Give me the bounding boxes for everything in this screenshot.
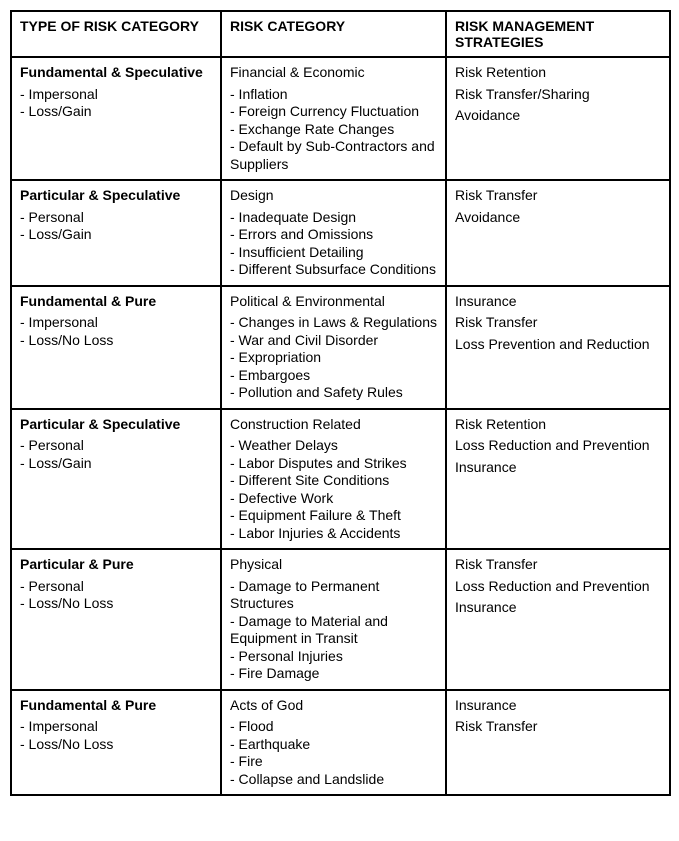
table-row: Fundamental & Speculative - Impersonal- L… xyxy=(11,57,670,180)
type-item: - Loss/No Loss xyxy=(20,736,212,754)
type-title: Fundamental & Speculative xyxy=(20,64,212,82)
category-item: - Weather Delays xyxy=(230,437,437,455)
header-category: RISK CATEGORY xyxy=(221,11,446,57)
category-item: - Labor Disputes and Strikes xyxy=(230,455,437,473)
type-title: Particular & Speculative xyxy=(20,416,212,434)
category-item: - War and Civil Disorder xyxy=(230,332,437,350)
category-title: Financial & Economic xyxy=(230,64,437,82)
strategy-item: Insurance xyxy=(455,697,661,715)
strategy-item: Insurance xyxy=(455,293,661,311)
header-strategies: RISK MANAGEMENT STRATEGIES xyxy=(446,11,670,57)
type-item: - Personal xyxy=(20,578,212,596)
category-item: - Exchange Rate Changes xyxy=(230,121,437,139)
strategy-item: Risk Transfer/Sharing xyxy=(455,86,661,104)
category-item: - Damage to Permanent Structures xyxy=(230,578,437,613)
type-item: - Impersonal xyxy=(20,314,212,332)
category-item: - Labor Injuries & Accidents xyxy=(230,525,437,543)
category-item: - Expropriation xyxy=(230,349,437,367)
category-item: - Fire Damage xyxy=(230,665,437,683)
category-item: - Defective Work xyxy=(230,490,437,508)
type-item: - Impersonal xyxy=(20,86,212,104)
table-row: Particular & Speculative - Personal- Loss… xyxy=(11,409,670,550)
category-item: - Personal Injuries xyxy=(230,648,437,666)
strategy-item: Risk Retention xyxy=(455,64,661,82)
table-body: Fundamental & Speculative- Impersonal- L… xyxy=(11,57,670,795)
table-row: Fundamental & Pure - Impersonal- Loss/No … xyxy=(11,286,670,409)
category-title: Design xyxy=(230,187,437,205)
strategy-item: Loss Reduction and Prevention xyxy=(455,578,661,596)
cell-category: Physical - Damage to Permanent Structures… xyxy=(221,549,446,690)
strategy-item: Insurance xyxy=(455,459,661,477)
category-item: - Collapse and Landslide xyxy=(230,771,437,789)
category-title: Political & Environmental xyxy=(230,293,437,311)
cell-strategies: Insurance Risk Transfer Loss Prevention an… xyxy=(446,286,670,409)
category-item: - Foreign Currency Fluctuation xyxy=(230,103,437,121)
type-item: - Impersonal xyxy=(20,718,212,736)
table-header-row: TYPE OF RISK CATEGORY RISK CATEGORY RISK… xyxy=(11,11,670,57)
category-title: Physical xyxy=(230,556,437,574)
type-title: Particular & Speculative xyxy=(20,187,212,205)
strategy-item: Avoidance xyxy=(455,209,661,227)
type-item: - Loss/No Loss xyxy=(20,595,212,613)
category-item: - Inflation xyxy=(230,86,437,104)
type-title: Particular & Pure xyxy=(20,556,212,574)
cell-strategies: Risk Retention Risk Transfer/Sharing Avoid… xyxy=(446,57,670,180)
category-item: - Pollution and Safety Rules xyxy=(230,384,437,402)
cell-category: Acts of God - Flood- Earthquake- Fire- Co… xyxy=(221,690,446,796)
type-title: Fundamental & Pure xyxy=(20,293,212,311)
strategy-item: Risk Retention xyxy=(455,416,661,434)
type-item: - Loss/Gain xyxy=(20,455,212,473)
strategy-item: Avoidance xyxy=(455,107,661,125)
cell-type: Particular & Pure - Personal- Loss/No Los… xyxy=(11,549,221,690)
cell-category: Design - Inadequate Design- Errors and Om… xyxy=(221,180,446,286)
strategy-item: Risk Transfer xyxy=(455,556,661,574)
category-item: - Insufficient Detailing xyxy=(230,244,437,262)
table-row: Particular & Pure - Personal- Loss/No Los… xyxy=(11,549,670,690)
strategy-item: Risk Transfer xyxy=(455,314,661,332)
cell-strategies: Insurance Risk Transfer xyxy=(446,690,670,796)
category-item: - Different Site Conditions xyxy=(230,472,437,490)
category-item: - Earthquake xyxy=(230,736,437,754)
strategy-item: Loss Prevention and Reduction xyxy=(455,336,661,354)
strategy-item: Insurance xyxy=(455,599,661,617)
type-item: - Loss/No Loss xyxy=(20,332,212,350)
category-item: - Damage to Material and Equipment in Tr… xyxy=(230,613,437,648)
category-item: - Different Subsurface Conditions xyxy=(230,261,437,279)
category-item: - Equipment Failure & Theft xyxy=(230,507,437,525)
strategy-item: Risk Transfer xyxy=(455,187,661,205)
type-item: - Loss/Gain xyxy=(20,226,212,244)
category-item: - Default by Sub-Contractors and Supplie… xyxy=(230,138,437,173)
category-item: - Changes in Laws & Regulations xyxy=(230,314,437,332)
cell-strategies: Risk Transfer Avoidance xyxy=(446,180,670,286)
cell-type: Fundamental & Pure - Impersonal- Loss/No … xyxy=(11,690,221,796)
type-item: - Loss/Gain xyxy=(20,103,212,121)
cell-strategies: Risk Transfer Loss Reduction and Preventi… xyxy=(446,549,670,690)
cell-category: Financial & Economic - Inflation- Foreign… xyxy=(221,57,446,180)
category-item: - Fire xyxy=(230,753,437,771)
table-row: Fundamental & Pure - Impersonal- Loss/No … xyxy=(11,690,670,796)
strategy-item: Loss Reduction and Prevention xyxy=(455,437,661,455)
category-item: - Inadequate Design xyxy=(230,209,437,227)
category-item: - Errors and Omissions xyxy=(230,226,437,244)
category-title: Acts of God xyxy=(230,697,437,715)
cell-category: Construction Related- Weather Delays- La… xyxy=(221,409,446,550)
cell-type: Fundamental & Pure - Impersonal- Loss/No … xyxy=(11,286,221,409)
type-item: - Personal xyxy=(20,437,212,455)
risk-table: TYPE OF RISK CATEGORY RISK CATEGORY RISK… xyxy=(10,10,671,796)
type-title: Fundamental & Pure xyxy=(20,697,212,715)
header-type: TYPE OF RISK CATEGORY xyxy=(11,11,221,57)
category-item: - Embargoes xyxy=(230,367,437,385)
table-row: Particular & Speculative - Personal- Loss… xyxy=(11,180,670,286)
category-title: Construction Related xyxy=(230,416,437,434)
type-item: - Personal xyxy=(20,209,212,227)
cell-strategies: Risk Retention Loss Reduction and Prevent… xyxy=(446,409,670,550)
cell-category: Political & Environmental - Changes in La… xyxy=(221,286,446,409)
category-item: - Flood xyxy=(230,718,437,736)
cell-type: Fundamental & Speculative - Impersonal- L… xyxy=(11,57,221,180)
strategy-item: Risk Transfer xyxy=(455,718,661,736)
cell-type: Particular & Speculative - Personal- Loss… xyxy=(11,409,221,550)
cell-type: Particular & Speculative - Personal- Loss… xyxy=(11,180,221,286)
